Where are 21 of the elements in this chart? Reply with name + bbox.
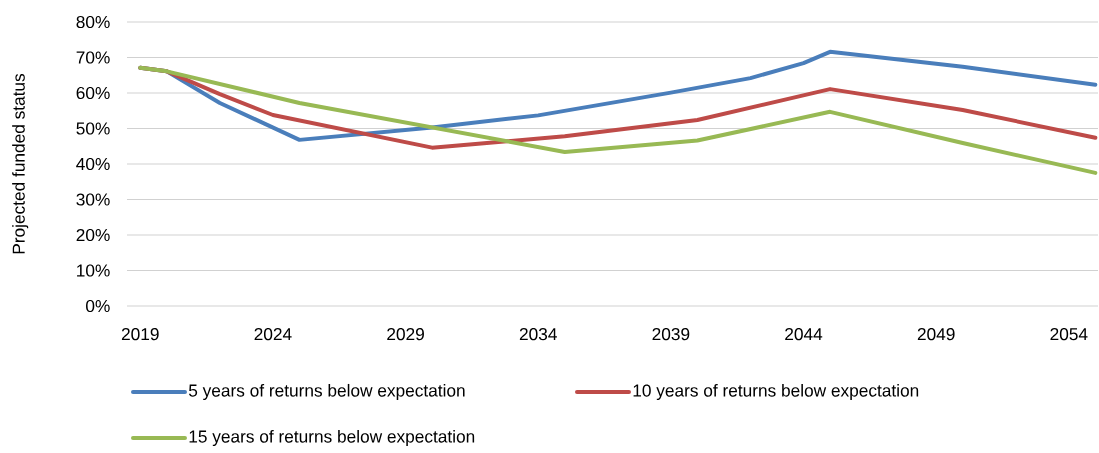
x-tick-label: 2044: [785, 328, 823, 341]
x-tick-label: 2034: [519, 328, 557, 341]
y-tick-label: 30%: [76, 193, 110, 206]
x-tick-label: 2029: [387, 328, 424, 341]
y-tick-label: 20%: [76, 228, 110, 242]
x-tick-label: 2049: [917, 328, 955, 341]
x-tick-label: 2039: [652, 328, 690, 341]
legend-label: 10 years of returns below expectation: [633, 383, 919, 401]
legend-label: 5 years of returns below expectation: [188, 383, 465, 401]
y-tick-label: 50%: [76, 122, 110, 135]
y-tick-label: 80%: [76, 15, 110, 29]
x-tick-label: 2054: [1050, 328, 1088, 341]
y-tick-label: 70%: [76, 51, 110, 64]
x-tick-label: 2019: [121, 328, 159, 341]
y-axis-title: Projected funded status: [12, 73, 29, 254]
y-tick-label: 40%: [76, 157, 110, 171]
x-tick-label: 2024: [254, 328, 292, 341]
y-tick-label: 10%: [77, 264, 110, 277]
y-tick-label: 60%: [76, 86, 110, 100]
y-tick-label: 0%: [86, 299, 110, 313]
legend-label: 15 years of returns below expectation: [189, 429, 475, 447]
